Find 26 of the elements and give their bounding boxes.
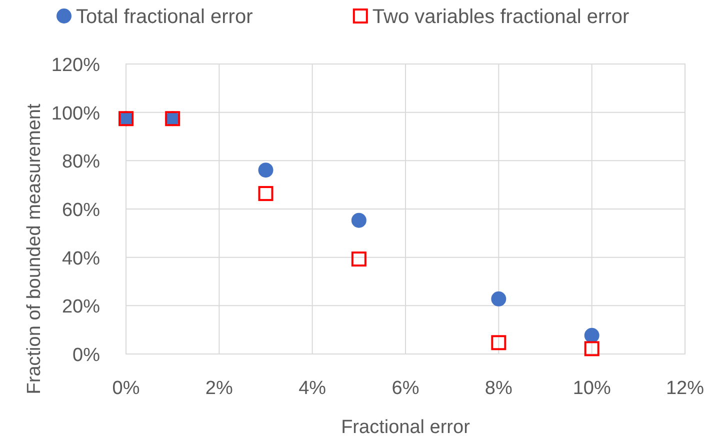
x-axis-title: Fractional error bbox=[341, 417, 471, 438]
y-tick-label: 100% bbox=[51, 103, 100, 124]
y-tick-label: 40% bbox=[62, 248, 100, 270]
legend-label: Two variables fractional error bbox=[372, 6, 630, 28]
point bbox=[584, 341, 600, 356]
y-tick-label: 120% bbox=[51, 55, 100, 76]
point bbox=[584, 328, 600, 343]
x-tick-label: 12% bbox=[666, 378, 704, 399]
y-tick-label: 0% bbox=[72, 345, 100, 366]
y-tick-label: 80% bbox=[62, 152, 100, 173]
point bbox=[258, 162, 274, 178]
x-tick-label: 2% bbox=[205, 378, 233, 399]
x-tick-label: 0% bbox=[112, 378, 140, 399]
point bbox=[351, 252, 366, 267]
legend-label: Total fractional error bbox=[76, 6, 254, 28]
x-tick-label: 6% bbox=[392, 378, 420, 399]
y-axis-title: Fraction of bounded measurement bbox=[24, 103, 45, 394]
y-tick-label: 20% bbox=[62, 296, 100, 318]
x-tick-label: 4% bbox=[298, 378, 326, 399]
y-tick-label: 60% bbox=[62, 200, 100, 221]
point bbox=[491, 291, 506, 306]
point bbox=[491, 335, 506, 350]
point bbox=[351, 212, 366, 228]
x-tick-label: 10% bbox=[572, 378, 611, 399]
x-tick-label: 8% bbox=[484, 378, 512, 399]
point bbox=[258, 186, 274, 202]
